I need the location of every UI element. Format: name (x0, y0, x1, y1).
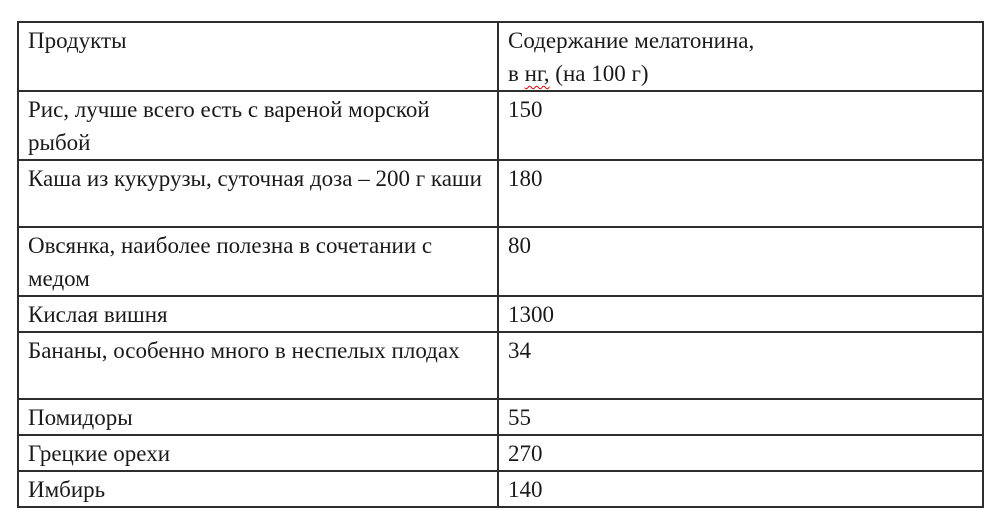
product-cell: Имбирь (17, 470, 499, 508)
header-melatonin-line1: Содержание мелатонина, (508, 28, 755, 53)
table-row: Грецкие орехи 270 (17, 434, 984, 472)
value-cell: 140 (497, 470, 984, 508)
table-row: Бананы, особенно много в неспелых плодах… (17, 331, 984, 400)
header-products-label: Продукты (28, 28, 127, 53)
value-cell: 1300 (497, 295, 984, 333)
value-cell: 55 (497, 398, 984, 436)
product-cell: Грецкие орехи (17, 434, 499, 472)
product-cell: Овсянка, наиболее полезна в сочетании с … (17, 226, 499, 297)
spellcheck-marked-word: нг, (524, 61, 550, 86)
header-melatonin: Содержание мелатонина, в нг, (на 100 г) (497, 21, 984, 92)
table-row: Помидоры 55 (17, 398, 984, 436)
header-melatonin-line2-before: в (508, 61, 525, 86)
product-cell: Кислая вишня (17, 295, 499, 333)
product-cell: Помидоры (17, 398, 499, 436)
table-row: Имбирь 140 (17, 470, 984, 508)
value-cell: 180 (497, 159, 984, 228)
melatonin-content-table: Продукты Содержание мелатонина, в нг, (н… (17, 21, 984, 508)
product-cell: Бананы, особенно много в неспелых плодах (17, 331, 499, 400)
value-cell: 150 (497, 90, 984, 161)
table-row: Кислая вишня 1300 (17, 295, 984, 333)
table-row: Каша из кукурузы, суточная доза – 200 г … (17, 159, 984, 228)
header-products: Продукты (17, 21, 499, 92)
value-cell: 80 (497, 226, 984, 297)
value-cell: 34 (497, 331, 984, 400)
header-melatonin-line2-after: (на 100 г) (549, 61, 649, 86)
table-row: Рис, лучше всего есть с вареной морской … (17, 90, 984, 161)
table-row: Овсянка, наиболее полезна в сочетании с … (17, 226, 984, 297)
product-cell: Каша из кукурузы, суточная доза – 200 г … (17, 159, 499, 228)
table-header-row: Продукты Содержание мелатонина, в нг, (н… (17, 21, 984, 92)
product-cell: Рис, лучше всего есть с вареной морской … (17, 90, 499, 161)
value-cell: 270 (497, 434, 984, 472)
